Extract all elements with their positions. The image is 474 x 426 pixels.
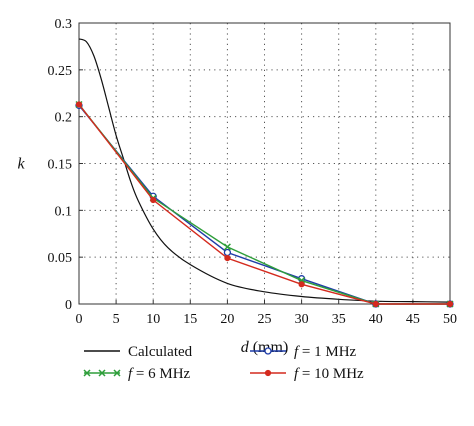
- data-point: [224, 255, 231, 262]
- data-point: [264, 347, 272, 355]
- data-point: [83, 369, 91, 377]
- legend: Calculated f = 1 MHz f = 6 MHz f = 10 MHz: [83, 344, 364, 382]
- x-tick-label: 25: [258, 312, 272, 327]
- y-tick-label: 0.15: [48, 158, 73, 173]
- y-tick-label: 0.3: [55, 17, 73, 32]
- x-tick-label: 5: [113, 312, 120, 327]
- data-point: [113, 369, 121, 377]
- y-tick-label: 0.1: [55, 204, 73, 219]
- legend-item-4: f = 10 MHz: [250, 366, 364, 382]
- series-line: [78, 104, 450, 305]
- x-tick-label: 35: [332, 312, 346, 327]
- y-tick-label: 0.25: [48, 64, 73, 79]
- y-tick-label: 0.2: [55, 111, 73, 126]
- y-axis-label: k: [17, 156, 25, 173]
- legend-item-3: f = 6 MHz: [83, 366, 191, 382]
- legend-item-2: f = 1 MHz: [250, 344, 357, 360]
- data-point: [372, 300, 379, 308]
- y-tick-label: 0: [65, 298, 72, 313]
- axis-ticks: 0 5 10 15 20 25 30 35 40 45 50 0 0.05 0.1 0.15 0.2 0.25 0…: [48, 17, 458, 327]
- series-line: [78, 104, 450, 305]
- data-point: [264, 369, 272, 377]
- series-1: [78, 38, 451, 303]
- legend-label: f = 1 MHz: [294, 344, 357, 360]
- x-tick-label: 20: [220, 312, 234, 327]
- data-point: [223, 248, 232, 257]
- legend-label: f = 6 MHz: [128, 366, 191, 382]
- series-line: [78, 38, 451, 303]
- y-tick-label: 0.05: [48, 251, 73, 266]
- series-line: [78, 104, 450, 305]
- legend-label: Calculated: [128, 344, 193, 360]
- legend-label: f = 10 MHz: [294, 366, 364, 382]
- data-point: [298, 281, 305, 288]
- x-tick-label: 30: [295, 312, 309, 327]
- data-point: [446, 300, 454, 308]
- series: [75, 38, 454, 308]
- x-tick-label: 15: [183, 312, 197, 327]
- data-point: [150, 196, 157, 204]
- data-point: [98, 369, 106, 377]
- x-tick-label: 50: [443, 312, 457, 327]
- data-point: [75, 101, 83, 108]
- x-tick-label: 0: [76, 312, 83, 327]
- x-axis-label: d (mm): [241, 339, 289, 356]
- series-4: [75, 101, 454, 308]
- x-tick-label: 10: [146, 312, 160, 327]
- data-point: [223, 243, 231, 251]
- grid: [79, 23, 450, 304]
- legend-item-1: Calculated: [84, 344, 193, 360]
- x-axis-variable: d: [241, 339, 250, 356]
- x-tick-label: 40: [369, 312, 383, 327]
- x-tick-label: 45: [406, 312, 420, 327]
